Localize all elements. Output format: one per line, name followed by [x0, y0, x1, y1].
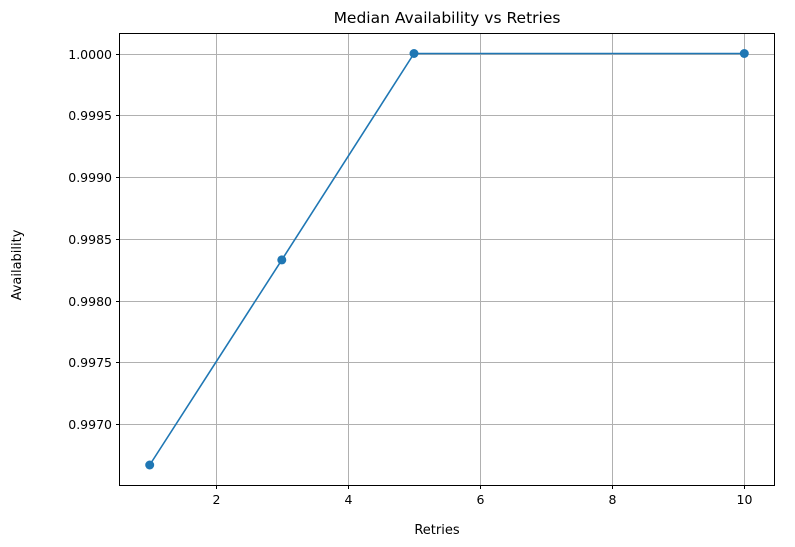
series-layer — [145, 49, 749, 470]
x-tick-label: 6 — [477, 492, 485, 507]
y-tick-label: 0.9985 — [68, 232, 112, 247]
x-tick-label: 2 — [213, 492, 221, 507]
data-point — [739, 49, 749, 58]
x-tick-label: 4 — [345, 492, 353, 507]
y-axis-label: Availability — [10, 229, 25, 300]
x-tick-label: 8 — [609, 492, 617, 507]
y-tick-label: 0.9975 — [68, 355, 112, 370]
axis-ticks: 2 4 6 8 10 0.9970 0.9975 0.9980 0.9985 0.9990 0.99… — [68, 47, 752, 507]
y-tick-label: 0.9995 — [68, 108, 112, 123]
data-point — [277, 255, 287, 265]
y-tick-label: 0.9970 — [68, 417, 112, 432]
grid — [120, 34, 774, 485]
y-tick-label: 0.9990 — [68, 170, 112, 185]
x-tick-label: 10 — [737, 492, 753, 507]
plot-frame — [119, 33, 775, 486]
series-line — [149, 52, 745, 466]
y-tick-label: 1.0000 — [68, 47, 112, 62]
y-tick-label: 0.9980 — [68, 294, 112, 309]
data-point — [409, 49, 419, 58]
data-point — [145, 460, 155, 470]
chart-title: Median Availability vs Retries — [334, 9, 561, 27]
x-axis-label: Retries — [414, 523, 459, 538]
